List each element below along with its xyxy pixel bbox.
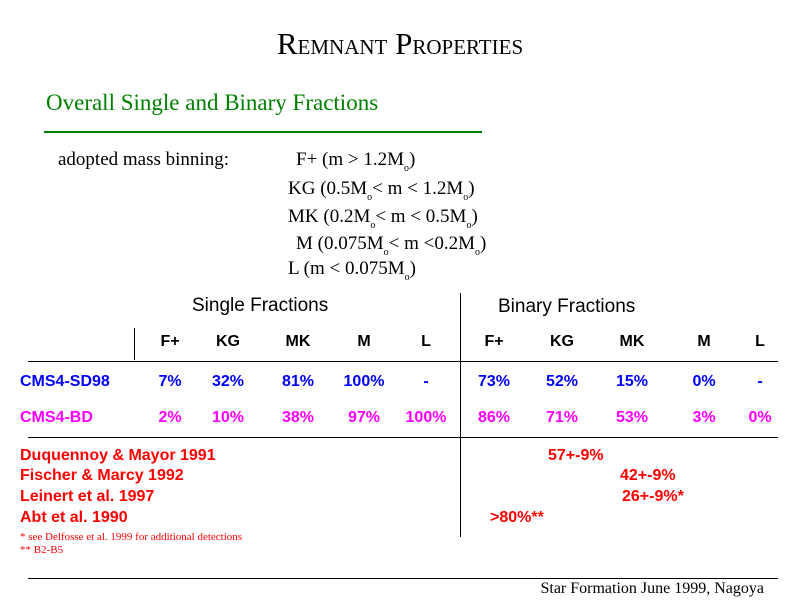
sun-symbol: o [474, 247, 480, 258]
reference-label: Leinert et al. 1997 [20, 488, 155, 505]
binning-line-end: ) [471, 206, 478, 227]
table-cell: 52% [545, 373, 579, 390]
title-cap-p: P [395, 26, 413, 61]
binning-line-mk: MK (0.2Mo< m < 0.5Mo) [288, 206, 478, 231]
binning-line-end: ) [479, 233, 487, 254]
binning-label: adopted mass binning: [58, 149, 229, 170]
sun-symbol: o [404, 163, 409, 174]
binning-line-m: M (0.075Mo< m <0.2Mo) [296, 233, 487, 258]
binary-fractions-header: Binary Fractions [498, 296, 636, 317]
table-cell: - [423, 373, 429, 390]
binning-line-text: F+ (m > 1.2M [296, 149, 404, 170]
title-rest-roperties: ROPERTIES [412, 35, 524, 59]
footnote-1: * see Delfosse et al. 1999 for additiona… [20, 531, 243, 543]
column-header: MK [285, 333, 311, 350]
table-cell: 53% [615, 409, 649, 426]
table-cell: 86% [477, 409, 511, 426]
table-body-rule [28, 437, 778, 438]
column-header: F+ [160, 333, 180, 350]
table-left-divider [134, 328, 135, 360]
reference-value: >80%** [490, 509, 544, 526]
table-cell: 0% [748, 409, 772, 426]
reference-value: 57+-9% [548, 447, 604, 464]
table-cell: 2% [158, 409, 182, 426]
table-cell: 100% [343, 373, 385, 390]
sun-symbol: o [383, 247, 389, 258]
binning-line-f: F+ (m > 1.2Mo) [296, 149, 416, 174]
title-rest-emnant: EMNANT [297, 35, 388, 59]
column-header: KG [550, 333, 574, 350]
sun-symbol: o [404, 272, 410, 283]
binning-line-text: L (m < 0.075M [288, 258, 405, 279]
reference-label: Abt et al. 1990 [20, 509, 128, 526]
table-cell: 7% [158, 373, 182, 390]
column-header: F+ [484, 333, 504, 350]
table-cell: 71% [545, 409, 579, 426]
title-cap-r: R [276, 26, 298, 61]
row-label: CMS4-BD [20, 409, 93, 426]
binning-line-tail: ) [409, 258, 416, 279]
sun-symbol: o [466, 220, 472, 231]
footer-text: Star Formation June 1999, Nagoya [540, 580, 764, 597]
table-middle-divider [460, 293, 461, 537]
column-header: M [697, 333, 711, 350]
table-cell: 0% [692, 373, 716, 390]
binning-line-tail: ) [409, 149, 416, 170]
binning-line-kg: KG (0.5Mo< m < 1.2Mo) [288, 178, 475, 203]
reference-label: Fischer & Marcy 1992 [20, 467, 184, 484]
reference-value: 42+-9% [620, 467, 676, 484]
table-cell: 100% [405, 409, 447, 426]
table-cell: 97% [347, 409, 381, 426]
column-header: M [357, 333, 371, 350]
binning-line-tail: < m < 1.2M [372, 178, 464, 199]
sun-symbol: o [370, 220, 376, 231]
table-cell: 81% [281, 373, 315, 390]
table-cell: 15% [615, 373, 649, 390]
binning-line-tail: < m < 0.5M [375, 206, 467, 227]
footnote-2: ** B2-B5 [20, 544, 64, 556]
column-header: KG [216, 333, 240, 350]
binning-line-text: KG (0.5M [288, 178, 368, 199]
table-cell: 3% [692, 409, 716, 426]
binning-line-tail: < m <0.2M [388, 233, 475, 254]
column-header: MK [619, 333, 645, 350]
footer-rule [28, 578, 778, 579]
table-header-rule [28, 361, 778, 362]
binning-line-l: L (m < 0.075Mo) [288, 258, 416, 283]
table-cell: 10% [211, 409, 245, 426]
section-subtitle: Overall Single and Binary Fractions [46, 90, 379, 115]
sun-symbol: o [463, 192, 469, 203]
reference-label: Duquennoy & Mayor 1991 [20, 447, 216, 464]
binning-line-text: M (0.075M [296, 233, 384, 254]
page-title: REMNANT PROPERTIES [0, 26, 800, 62]
binning-line-text: MK (0.2M [288, 206, 371, 227]
sun-symbol: o [367, 192, 373, 203]
table-cell: - [757, 373, 763, 390]
subtitle-underline [44, 131, 482, 133]
column-header: L [421, 333, 431, 350]
binning-line-end: ) [468, 178, 475, 199]
single-fractions-header: Single Fractions [192, 295, 329, 316]
table-cell: 73% [477, 373, 511, 390]
row-label: CMS4-SD98 [20, 373, 110, 390]
table-cell: 32% [211, 373, 245, 390]
table-cell: 38% [281, 409, 315, 426]
column-header: L [755, 333, 765, 350]
reference-value: 26+-9%* [622, 488, 684, 505]
